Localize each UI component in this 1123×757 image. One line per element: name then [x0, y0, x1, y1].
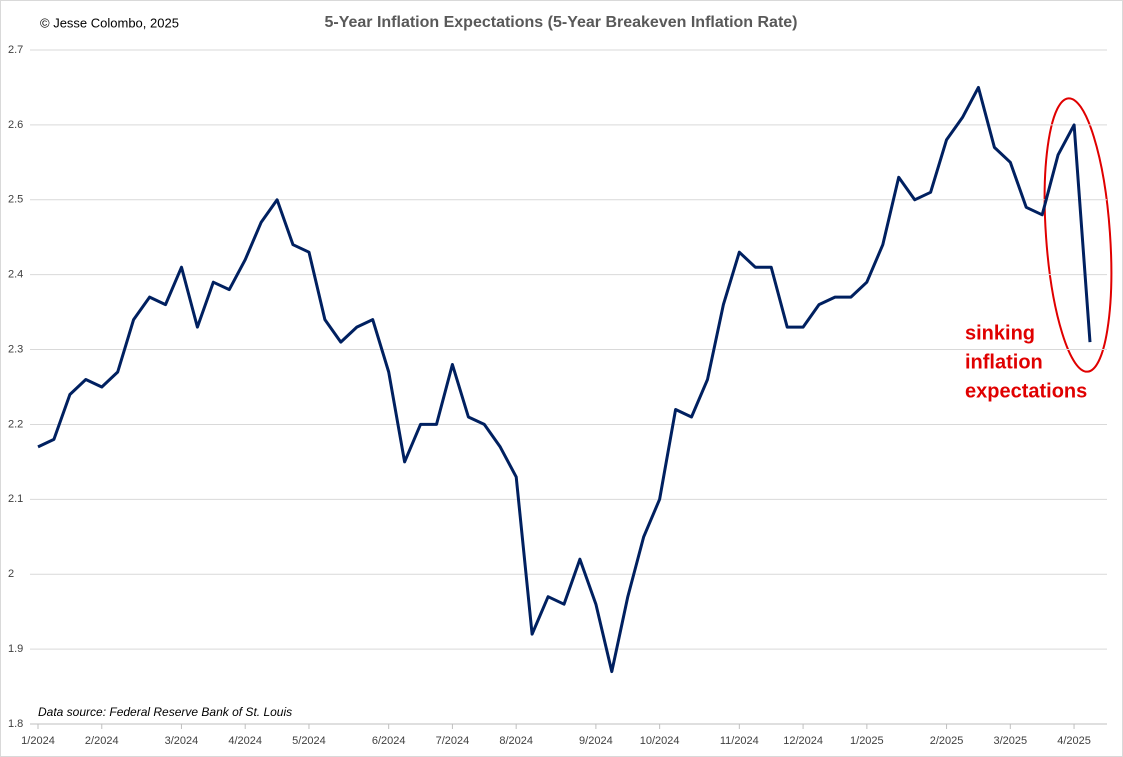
x-tick-label: 4/2025 [1057, 735, 1091, 747]
x-tick-label: 11/2024 [720, 735, 759, 747]
x-tick-label: 1/2025 [850, 735, 884, 747]
x-tick-label: 3/2025 [993, 735, 1027, 747]
y-tick-label: 2.6 [8, 119, 23, 131]
x-tick-label: 12/2024 [783, 735, 823, 747]
x-tick-label: 4/2024 [228, 735, 262, 747]
highlight-ellipse [1043, 97, 1113, 373]
x-tick-label: 9/2024 [579, 735, 613, 747]
annotation-line: sinking [965, 322, 1035, 344]
y-tick-label: 2.2 [8, 418, 23, 430]
annotation: sinking inflation expectations [965, 322, 1087, 402]
x-tick-label: 10/2024 [640, 735, 680, 747]
y-tick-label: 2.1 [8, 493, 23, 505]
credit: © Jesse Colombo, 2025 [40, 15, 179, 30]
annotation-line: inflation [965, 351, 1043, 373]
y-tick-label: 2.3 [8, 343, 23, 355]
series-line [37, 85, 1092, 674]
y-tick-label: 2.5 [8, 194, 23, 206]
y-tick-label: 1.8 [8, 718, 23, 730]
x-tick-label: 2/2024 [85, 735, 119, 747]
x-tick-label: 2/2025 [930, 735, 964, 747]
y-tick-label: 2.7 [8, 44, 23, 56]
y-tick-label: 2.4 [8, 269, 23, 281]
annotation-line: expectations [965, 380, 1087, 402]
x-tick-label: 7/2024 [436, 735, 470, 747]
x-tick-label: 5/2024 [292, 735, 326, 747]
x-tick-label: 1/2024 [21, 735, 55, 747]
x-tick-label: 8/2024 [499, 735, 533, 747]
y-tick-label: 1.9 [8, 643, 23, 655]
x-tick-label: 6/2024 [372, 735, 406, 747]
x-tick-label: 3/2024 [165, 735, 199, 747]
chart-title: 5-Year Inflation Expectations (5-Year Br… [324, 14, 797, 31]
source-note: Data source: Federal Reserve Bank of St.… [38, 705, 292, 719]
y-tick-label: 2 [8, 568, 14, 580]
